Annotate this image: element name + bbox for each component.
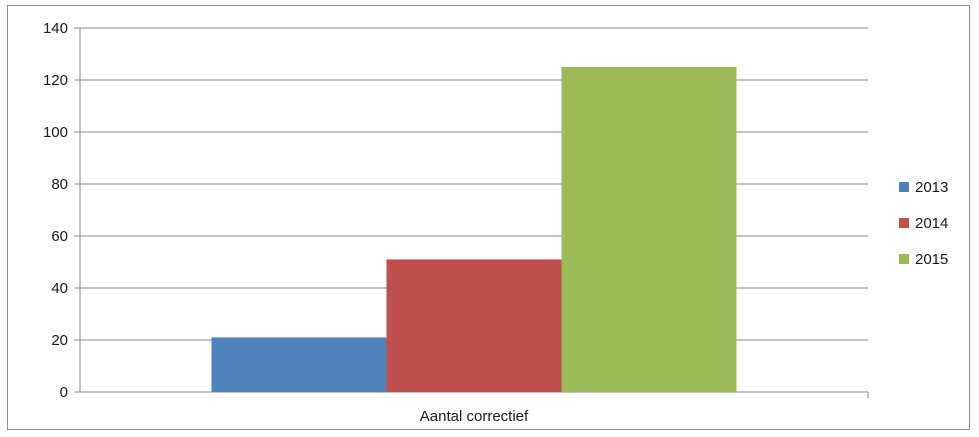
y-tick-label: 140 xyxy=(43,20,68,37)
x-tick-label: Aantal correctief xyxy=(420,408,529,425)
bar-2015 xyxy=(561,67,737,392)
legend: 2013 2014 2015 xyxy=(899,179,948,268)
y-tick-label: 80 xyxy=(51,176,68,193)
bars xyxy=(211,67,737,392)
legend-swatch-2014 xyxy=(899,218,909,228)
y-tick-label: 120 xyxy=(43,72,68,89)
legend-label-2013: 2013 xyxy=(915,179,948,196)
legend-swatch-2013 xyxy=(899,182,909,192)
y-tick-label: 0 xyxy=(60,384,68,401)
y-tick-label: 60 xyxy=(51,228,68,245)
bar-2013 xyxy=(211,337,387,392)
bar-2014 xyxy=(386,259,562,392)
gridlines xyxy=(74,27,869,398)
x-tick-labels: Aantal correctief xyxy=(420,408,529,425)
y-tick-label: 20 xyxy=(51,332,68,349)
legend-swatch-2015 xyxy=(899,254,909,264)
y-tick-label: 40 xyxy=(51,280,68,297)
legend-label-2014: 2014 xyxy=(915,215,948,232)
y-tick-label: 100 xyxy=(43,124,68,141)
legend-label-2015: 2015 xyxy=(915,251,948,268)
y-tick-labels: 0 20 40 60 80 100 120 140 xyxy=(43,20,68,401)
